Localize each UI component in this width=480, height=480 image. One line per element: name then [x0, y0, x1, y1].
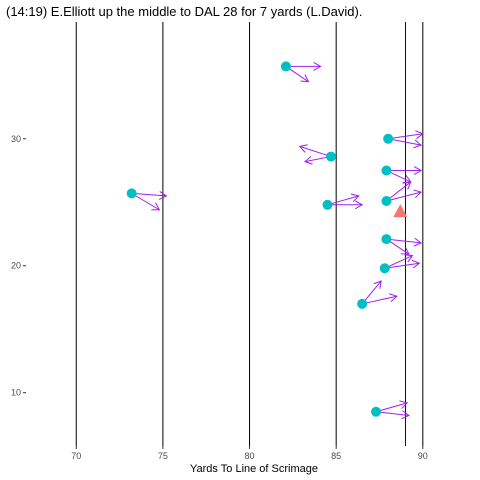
y-tick-label-10: 10 [11, 388, 21, 398]
arrow-shaft [386, 181, 411, 202]
player-5-velocity-arrow [131, 191, 168, 200]
player-2-velocity-arrow [388, 130, 424, 140]
player-point-1 [280, 61, 291, 72]
arrow-head [300, 74, 310, 83]
arrow-shaft [327, 195, 359, 206]
player-6-velocity-arrow [327, 193, 360, 206]
player-point-8 [381, 234, 392, 245]
player-point-11 [371, 406, 382, 417]
arrow-head [389, 293, 398, 302]
arrow-shaft [388, 138, 422, 146]
arrow-head [413, 139, 423, 149]
arrow-shaft [375, 411, 410, 417]
y-tick-label-20: 20 [11, 261, 21, 271]
arrow-head [400, 246, 410, 255]
player-6-secondary-arrow [327, 200, 364, 210]
player-5-secondary-arrow [131, 192, 161, 211]
arrow-shaft [384, 262, 420, 269]
arrow-shaft [384, 255, 413, 269]
arrow-shaft [386, 238, 422, 244]
arrow-head [411, 259, 421, 269]
player-9-secondary-arrow [384, 254, 414, 269]
arrow-head [415, 130, 424, 140]
arrow-head [413, 166, 423, 175]
player-9-velocity-arrow [384, 259, 421, 269]
x-tick-label-85: 85 [331, 451, 341, 461]
arrow-head [304, 156, 313, 165]
player-3-velocity-arrow [298, 144, 332, 158]
arrow-head [373, 280, 382, 289]
arrow-head [158, 191, 168, 200]
arrow-shaft [386, 191, 422, 202]
arrow-head [402, 181, 412, 190]
x-tick-label-80: 80 [245, 451, 255, 461]
player-point-10 [357, 298, 368, 309]
arrow-head [413, 189, 423, 199]
x-axis-ticks: 70 75 80 85 90 [71, 446, 428, 461]
x-axis-label: Yards To Line of Scrimage [190, 463, 318, 475]
player-2-secondary-arrow [388, 138, 423, 149]
arrow-shaft [299, 145, 332, 158]
arrow-shaft [131, 192, 160, 211]
player-point-7 [381, 195, 392, 206]
x-tick-label-75: 75 [158, 451, 168, 461]
arrow-head [313, 61, 322, 71]
arrow-head [413, 237, 423, 247]
player-8-velocity-arrow [386, 237, 423, 247]
y-axis-ticks: 10 20 30 [11, 134, 26, 398]
player-10-velocity-arrow [362, 293, 398, 305]
yard-lines [75, 22, 424, 446]
player-point-9 [379, 263, 390, 274]
player-7-secondary-arrow [386, 181, 412, 202]
arrow-head [399, 400, 409, 409]
chart-title: (14:19) E.Elliott up the middle to DAL 2… [6, 4, 362, 19]
player-4-velocity-arrow [386, 166, 423, 175]
arrow-head [298, 144, 308, 153]
player-11-velocity-arrow [375, 410, 410, 420]
x-tick-label-70: 70 [71, 451, 81, 461]
player-point-3 [325, 151, 336, 162]
arrow-head [401, 410, 410, 420]
arrow-shaft [388, 133, 423, 140]
arrow-shaft [131, 192, 167, 197]
arrow-head [151, 202, 161, 211]
player-point-5 [126, 188, 137, 199]
player-7-velocity-arrow [386, 189, 423, 202]
y-tick-label-30: 30 [11, 134, 21, 144]
x-tick-label-90: 90 [418, 451, 428, 461]
arrow-shaft [375, 402, 408, 413]
arrow-head [354, 200, 364, 210]
arrow-shaft [362, 295, 397, 305]
player-1-velocity-arrow [285, 61, 322, 71]
player-point-6 [322, 199, 333, 210]
players-layer [126, 61, 424, 420]
arrow-head [350, 193, 360, 203]
player-point-2 [383, 133, 394, 144]
player-point-4 [381, 165, 392, 176]
ball-marker [393, 204, 408, 218]
player-11-secondary-arrow [375, 400, 409, 413]
arrow-head [404, 254, 414, 263]
